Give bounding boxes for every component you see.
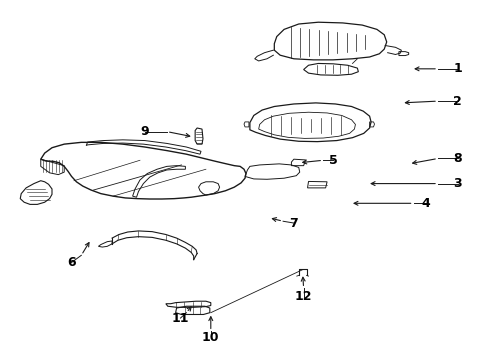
Text: 9: 9 <box>141 125 149 138</box>
Text: 1: 1 <box>453 62 462 75</box>
Text: 6: 6 <box>67 256 76 269</box>
Text: 8: 8 <box>453 152 462 165</box>
Text: 3: 3 <box>453 177 462 190</box>
Text: 11: 11 <box>172 311 189 325</box>
Text: 10: 10 <box>202 331 220 344</box>
Text: 4: 4 <box>421 197 430 210</box>
Text: 7: 7 <box>290 216 298 230</box>
Text: 2: 2 <box>453 95 462 108</box>
Text: 5: 5 <box>329 154 337 167</box>
Text: 12: 12 <box>295 290 313 303</box>
